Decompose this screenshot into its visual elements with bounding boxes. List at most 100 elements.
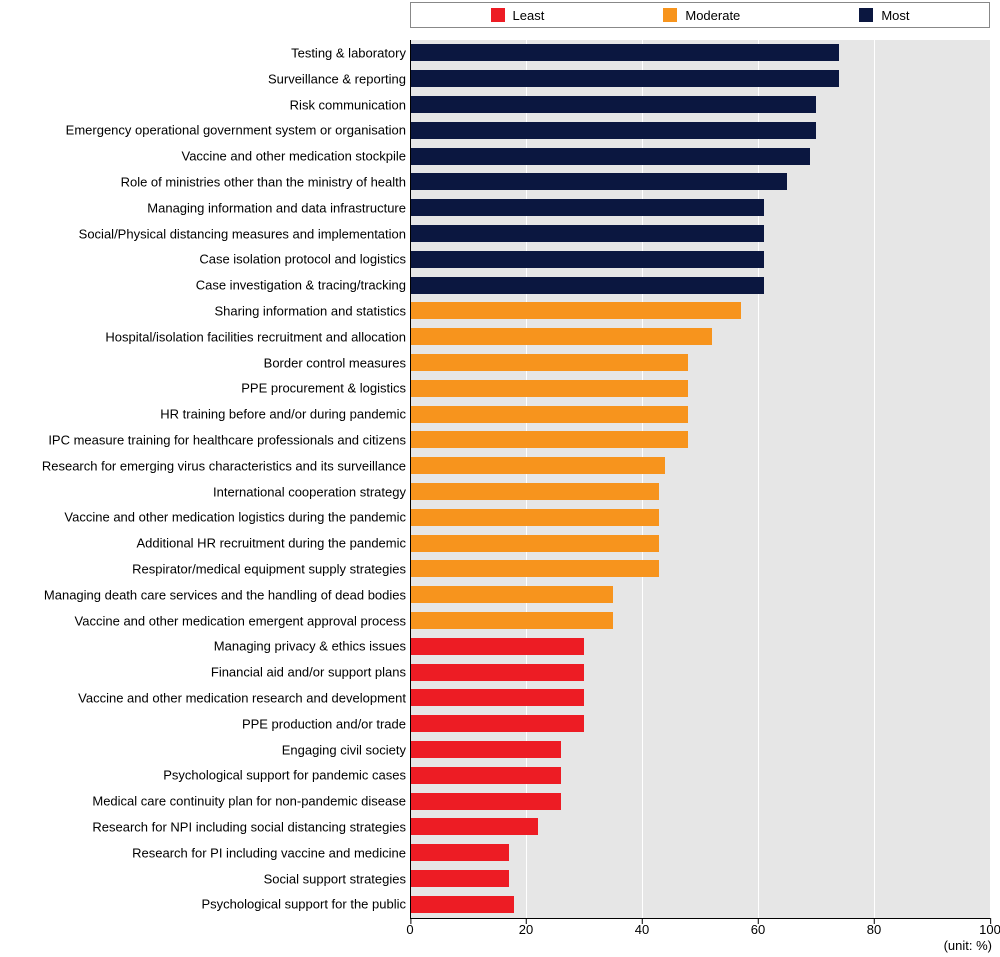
bar	[410, 431, 688, 448]
bar	[410, 96, 816, 113]
bar	[410, 767, 561, 784]
bar	[410, 302, 741, 319]
legend-label-most: Most	[881, 8, 909, 23]
legend-swatch-most	[859, 8, 873, 22]
y-axis-label: Sharing information and statistics	[215, 303, 406, 318]
y-axis-label: PPE procurement & logistics	[241, 381, 406, 396]
bar	[410, 328, 712, 345]
bar	[410, 870, 509, 887]
y-axis-label: Vaccine and other medication research an…	[78, 690, 406, 705]
y-axis-label: International cooperation strategy	[213, 484, 406, 499]
bar	[410, 586, 613, 603]
x-tick-mark	[410, 918, 411, 924]
x-tick-mark	[526, 918, 527, 924]
y-axis-label: Managing death care services and the han…	[44, 587, 406, 602]
y-axis-label: Role of ministries other than the minist…	[121, 174, 406, 189]
gridline	[526, 40, 527, 918]
bar	[410, 818, 538, 835]
y-axis-label: Vaccine and other medication emergent ap…	[75, 613, 406, 628]
gridline	[642, 40, 643, 918]
bar	[410, 199, 764, 216]
y-axis-label: Vaccine and other medication logistics d…	[64, 510, 406, 525]
bar	[410, 896, 514, 913]
y-axis-label: Vaccine and other medication stockpile	[182, 149, 407, 164]
bar	[410, 148, 810, 165]
y-axis-label: Managing information and data infrastruc…	[147, 200, 406, 215]
bar	[410, 173, 787, 190]
x-axis-unit-label: (unit: %)	[944, 938, 992, 953]
y-axis-label: Border control measures	[264, 355, 406, 370]
bar	[410, 70, 839, 87]
bar	[410, 638, 584, 655]
y-axis-label: Psychological support for the public	[201, 897, 406, 912]
y-axis-label: Risk communication	[290, 97, 406, 112]
legend: Least Moderate Most	[410, 2, 990, 28]
gridline	[874, 40, 875, 918]
y-axis-line	[410, 40, 411, 918]
y-axis-label: Hospital/isolation facilities recruitmen…	[105, 329, 406, 344]
gridline	[758, 40, 759, 918]
bar	[410, 793, 561, 810]
legend-swatch-least	[491, 8, 505, 22]
bar	[410, 560, 659, 577]
x-tick: 100	[979, 922, 1000, 937]
x-tick-mark	[642, 918, 643, 924]
y-axis-label: Engaging civil society	[282, 742, 406, 757]
y-axis-label: HR training before and/or during pandemi…	[160, 407, 406, 422]
y-axis-label: Emergency operational government system …	[66, 123, 406, 138]
bar	[410, 844, 509, 861]
legend-swatch-moderate	[663, 8, 677, 22]
y-axis-label: PPE production and/or trade	[242, 716, 406, 731]
bar	[410, 122, 816, 139]
x-tick-mark	[990, 918, 991, 924]
y-axis-label: Additional HR recruitment during the pan…	[136, 536, 406, 551]
bar	[410, 689, 584, 706]
bar	[410, 251, 764, 268]
bar	[410, 277, 764, 294]
legend-label-moderate: Moderate	[685, 8, 740, 23]
y-axis-label: Testing & laboratory	[291, 45, 406, 60]
bar	[410, 535, 659, 552]
bar	[410, 483, 659, 500]
y-axis-label: Research for NPI including social distan…	[92, 819, 406, 834]
x-axis: 020406080100	[410, 918, 990, 938]
y-axis-label: Case investigation & tracing/tracking	[196, 278, 406, 293]
x-tick-mark	[758, 918, 759, 924]
x-tick: 80	[867, 922, 881, 937]
bar	[410, 380, 688, 397]
y-axis-label: Managing privacy & ethics issues	[214, 639, 406, 654]
legend-item-moderate: Moderate	[663, 8, 740, 23]
x-tick: 20	[519, 922, 533, 937]
y-axis-label: Surveillance & reporting	[268, 71, 406, 86]
y-axis-label: Respirator/medical equipment supply stra…	[132, 561, 406, 576]
x-tick-mark	[874, 918, 875, 924]
y-axis-label: Social/Physical distancing measures and …	[79, 226, 406, 241]
y-axis-label: Financial aid and/or support plans	[211, 665, 406, 680]
y-axis-label: Social support strategies	[264, 871, 406, 886]
plot-area	[410, 40, 990, 918]
bar	[410, 612, 613, 629]
bar	[410, 225, 764, 242]
y-axis-label: Medical care continuity plan for non-pan…	[92, 794, 406, 809]
x-tick: 40	[635, 922, 649, 937]
bar	[410, 457, 665, 474]
gridline	[990, 40, 991, 918]
legend-label-least: Least	[513, 8, 545, 23]
bar	[410, 44, 839, 61]
x-tick: 0	[406, 922, 413, 937]
y-axis-label: Case isolation protocol and logistics	[199, 252, 406, 267]
bar	[410, 741, 561, 758]
legend-item-most: Most	[859, 8, 909, 23]
chart-container: Least Moderate Most 0 20 40 60 80 100 (unit: …	[0, 0, 1000, 957]
bar	[410, 509, 659, 526]
bar	[410, 664, 584, 681]
y-axis-label: Research for PI including vaccine and me…	[132, 845, 406, 860]
bar	[410, 354, 688, 371]
y-axis-label: Research for emerging virus characterist…	[42, 458, 406, 473]
x-tick: 60	[751, 922, 765, 937]
bar	[410, 715, 584, 732]
legend-item-least: Least	[491, 8, 545, 23]
y-axis-label: IPC measure training for healthcare prof…	[48, 432, 406, 447]
bar	[410, 406, 688, 423]
y-axis-label: Psychological support for pandemic cases	[163, 768, 406, 783]
